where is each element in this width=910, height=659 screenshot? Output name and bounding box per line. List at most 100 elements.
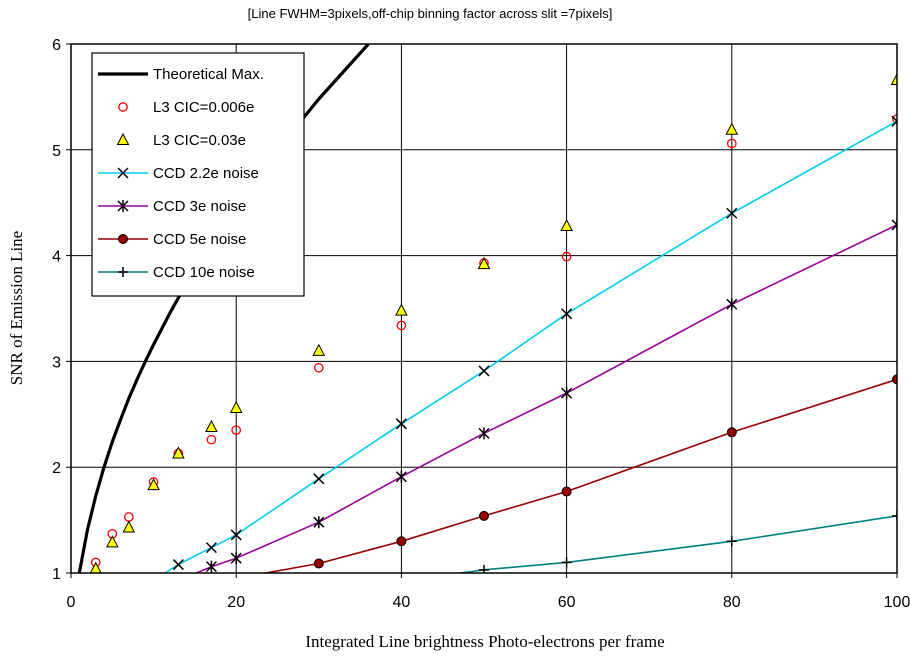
y-tick-label: 6 (52, 37, 61, 54)
data-point (313, 558, 324, 569)
x-tick-label: 40 (393, 594, 411, 611)
y-tick-label: 5 (52, 143, 61, 160)
data-point (229, 400, 243, 413)
series-ccd-3e-noise (173, 218, 897, 586)
legend-marker (117, 200, 129, 212)
data-point (478, 427, 490, 440)
legend-label: CCD 2.2e noise (153, 165, 259, 182)
tick-labels: 0 20 40 60 80 100 1 2 3 4 5 6 (52, 37, 910, 611)
data-point (726, 298, 738, 311)
series-line (455, 515, 897, 573)
data-point (726, 207, 738, 219)
legend-item: L3 CIC=0.006e (118, 99, 254, 116)
data-point (395, 303, 408, 316)
data-point (561, 308, 573, 320)
legend-marker (117, 167, 129, 179)
data-point (395, 418, 407, 430)
legend-item: CCD 2.2e noise (98, 165, 259, 182)
data-point (892, 374, 897, 385)
data-point (725, 122, 739, 135)
data-point (205, 560, 217, 573)
y-tick-label: 3 (52, 354, 61, 371)
data-point (479, 510, 489, 521)
x-tick-label: 60 (558, 594, 576, 611)
x-tick-label: 80 (723, 594, 741, 611)
data-point (205, 542, 217, 554)
legend-item: CCD 10e noise (98, 264, 255, 281)
data-point (726, 536, 737, 547)
data-point (396, 320, 407, 331)
series-l3-cic-0-03e (89, 72, 897, 573)
legend-label: CCD 10e noise (153, 264, 255, 281)
legend: Theoretical Max. L3 CIC=0.006e L3 CIC=0.03… (91, 52, 305, 297)
data-point (395, 470, 407, 483)
data-point (105, 535, 119, 548)
data-point (123, 512, 134, 522)
data-point (89, 561, 102, 573)
series-clip (77, 44, 897, 587)
x-tick-label: 100 (884, 594, 910, 611)
data-point (892, 510, 897, 521)
plot-frame (70, 43, 898, 574)
chart-title: [Line FWHM=3pixels,off-chip binning fact… (248, 6, 613, 21)
x-tick-label: 20 (227, 594, 245, 611)
data-point (561, 486, 572, 497)
legend-item: CCD 5e noise (98, 231, 246, 248)
legend-marker (118, 267, 128, 277)
series-layer (77, 44, 897, 587)
data-point (312, 343, 326, 356)
data-point (726, 138, 737, 149)
series-ccd-10e-noise (455, 510, 897, 573)
legend-item: Theoretical Max. (98, 66, 264, 83)
legend-marker (116, 132, 130, 145)
data-point (206, 434, 217, 445)
data-point (173, 574, 183, 586)
data-point (560, 218, 573, 231)
legend-marker (118, 234, 128, 244)
data-point (561, 387, 573, 400)
data-point (561, 251, 572, 262)
data-point (479, 564, 489, 573)
data-point (313, 516, 325, 529)
x-tick-label: 0 (67, 594, 76, 611)
data-point (477, 256, 491, 270)
data-point (230, 552, 242, 565)
data-point (207, 578, 216, 587)
data-point (478, 365, 490, 377)
legend-label: L3 CIC=0.03e (153, 132, 246, 149)
data-point (726, 427, 737, 438)
data-point (230, 529, 242, 541)
data-point (172, 446, 185, 459)
legend-marker (118, 102, 128, 112)
legend-item: L3 CIC=0.03e (116, 132, 246, 149)
legend-label: CCD 3e noise (153, 198, 246, 215)
y-axis-label: SNR of Emission Line (7, 231, 26, 385)
series-line (194, 224, 897, 573)
legend-box (91, 52, 305, 297)
data-point (147, 478, 160, 491)
data-point (891, 115, 897, 127)
y-tick-label: 4 (52, 249, 61, 266)
x-axis-label: Integrated Line brightness Photo-electro… (305, 632, 664, 651)
data-point (891, 218, 897, 231)
legend-label: CCD 5e noise (153, 231, 246, 248)
data-point (122, 520, 136, 533)
data-point (231, 425, 242, 436)
legend-label: L3 CIC=0.006e (153, 99, 254, 116)
series-line (261, 378, 897, 573)
y-tick-label: 1 (52, 566, 61, 583)
legend-label: Theoretical Max. (153, 66, 264, 83)
data-point (313, 473, 325, 485)
data-point (561, 557, 572, 568)
data-point (149, 575, 159, 585)
data-point (205, 419, 218, 432)
legend-item: CCD 3e noise (98, 198, 246, 215)
data-point (396, 536, 407, 547)
data-point (890, 72, 897, 85)
data-point (313, 362, 324, 373)
series-ccd-5e-noise (207, 374, 897, 587)
data-point (172, 559, 184, 571)
y-tick-label: 2 (52, 460, 61, 477)
series-ccd-2-2e-noise (149, 115, 897, 585)
